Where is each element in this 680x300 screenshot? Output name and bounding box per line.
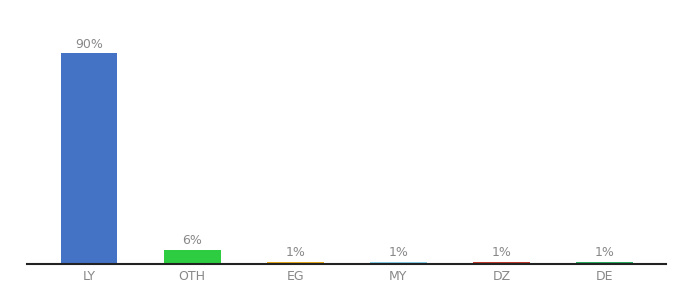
Text: 1%: 1% bbox=[594, 246, 615, 259]
Text: 1%: 1% bbox=[388, 246, 408, 259]
Bar bbox=[61, 53, 118, 264]
Bar bbox=[473, 262, 530, 264]
Text: 1%: 1% bbox=[286, 246, 305, 259]
Text: 1%: 1% bbox=[492, 246, 511, 259]
Bar bbox=[267, 262, 324, 264]
Bar bbox=[576, 262, 633, 264]
Text: 90%: 90% bbox=[75, 38, 103, 51]
Bar bbox=[164, 250, 220, 264]
Text: 6%: 6% bbox=[182, 234, 202, 247]
Bar bbox=[370, 262, 427, 264]
